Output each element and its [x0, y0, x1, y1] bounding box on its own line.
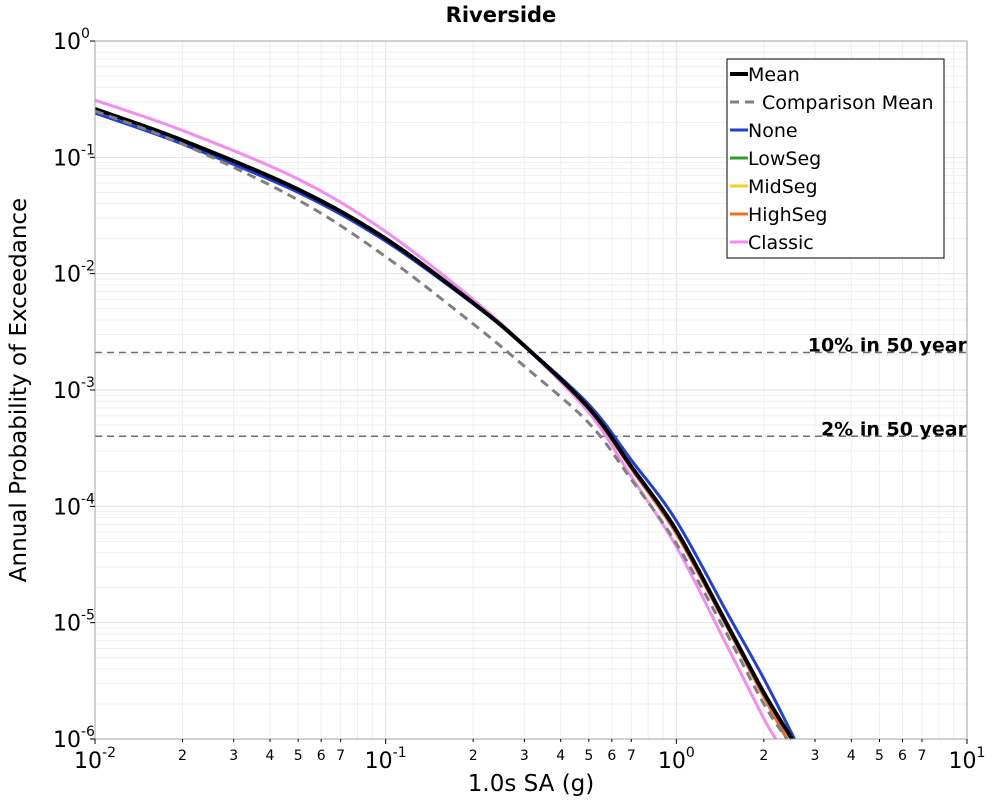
- x-minor-tick-label: 6: [898, 748, 907, 764]
- legend-label-classic: Classic: [748, 232, 814, 254]
- x-minor-tick-label: 5: [584, 748, 593, 764]
- x-minor-tick-label: 3: [520, 748, 529, 764]
- x-axis-label: 1.0s SA (g): [468, 771, 595, 797]
- y-tick-label: 100: [53, 26, 90, 55]
- x-minor-tick-label: 4: [556, 748, 565, 764]
- grid-lines: [94, 41, 967, 740]
- x-minor-tick-label: 6: [317, 748, 326, 764]
- x-tick-label: 100: [658, 745, 695, 774]
- x-minor-tick-label: 7: [627, 748, 636, 764]
- legend: Mean Comparison Mean None LowSeg MidSeg HighS…: [726, 58, 945, 259]
- x-tick-label: 10-1: [365, 745, 407, 774]
- reference-line-label: 10% in 50 year: [808, 335, 968, 357]
- y-tick-label: 10-5: [53, 608, 95, 637]
- x-minor-tick-label: 3: [811, 748, 820, 764]
- legend-label-comparison-mean: Comparison Mean: [762, 92, 934, 114]
- legend-box: [726, 58, 945, 259]
- x-minor-tick-label: 7: [918, 748, 927, 764]
- legend-label-none: None: [748, 120, 798, 142]
- x-minor-tick-label: 7: [336, 748, 345, 764]
- y-tick-label: 10-6: [53, 724, 95, 753]
- y-tick-label: 10-4: [53, 491, 95, 520]
- x-minor-tick-label: 5: [875, 748, 884, 764]
- y-tick-label: 10-2: [53, 259, 95, 288]
- x-minor-tick-label: 4: [266, 748, 275, 764]
- chart-title: Riverside: [446, 3, 557, 27]
- x-tick-label: 101: [949, 745, 986, 774]
- y-tick-label: 10-3: [53, 375, 95, 404]
- reference-lines: 10% in 50 year 2% in 50 year: [95, 335, 968, 440]
- y-axis-ticks: 10-6 10-5 10-4 10-3 10-2 10-1 100: [53, 26, 95, 753]
- legend-label-midseg: MidSeg: [748, 176, 818, 198]
- x-minor-tick-label: 2: [469, 748, 478, 764]
- x-minor-tick-label: 2: [178, 748, 187, 764]
- y-axis-label: Annual Probability of Exceedance: [6, 198, 32, 582]
- legend-label-highseg: HighSeg: [748, 204, 827, 226]
- series-lines: [94, 98, 796, 741]
- y-tick-label: 10-1: [53, 142, 95, 171]
- legend-label-mean: Mean: [748, 64, 800, 86]
- x-minor-tick-label: 3: [229, 748, 238, 764]
- x-minor-tick-label: 2: [759, 748, 768, 764]
- series-line-comparison-mean: [94, 109, 789, 740]
- x-minor-tick-label: 5: [294, 748, 303, 764]
- legend-label-lowseg: LowSeg: [748, 148, 821, 170]
- reference-line-label: 2% in 50 year: [821, 418, 968, 440]
- x-tick-label: 10-2: [74, 745, 116, 774]
- x-minor-tick-label: 6: [607, 748, 616, 764]
- series-line-mean: [94, 107, 794, 741]
- x-minor-tick-label: 4: [847, 748, 856, 764]
